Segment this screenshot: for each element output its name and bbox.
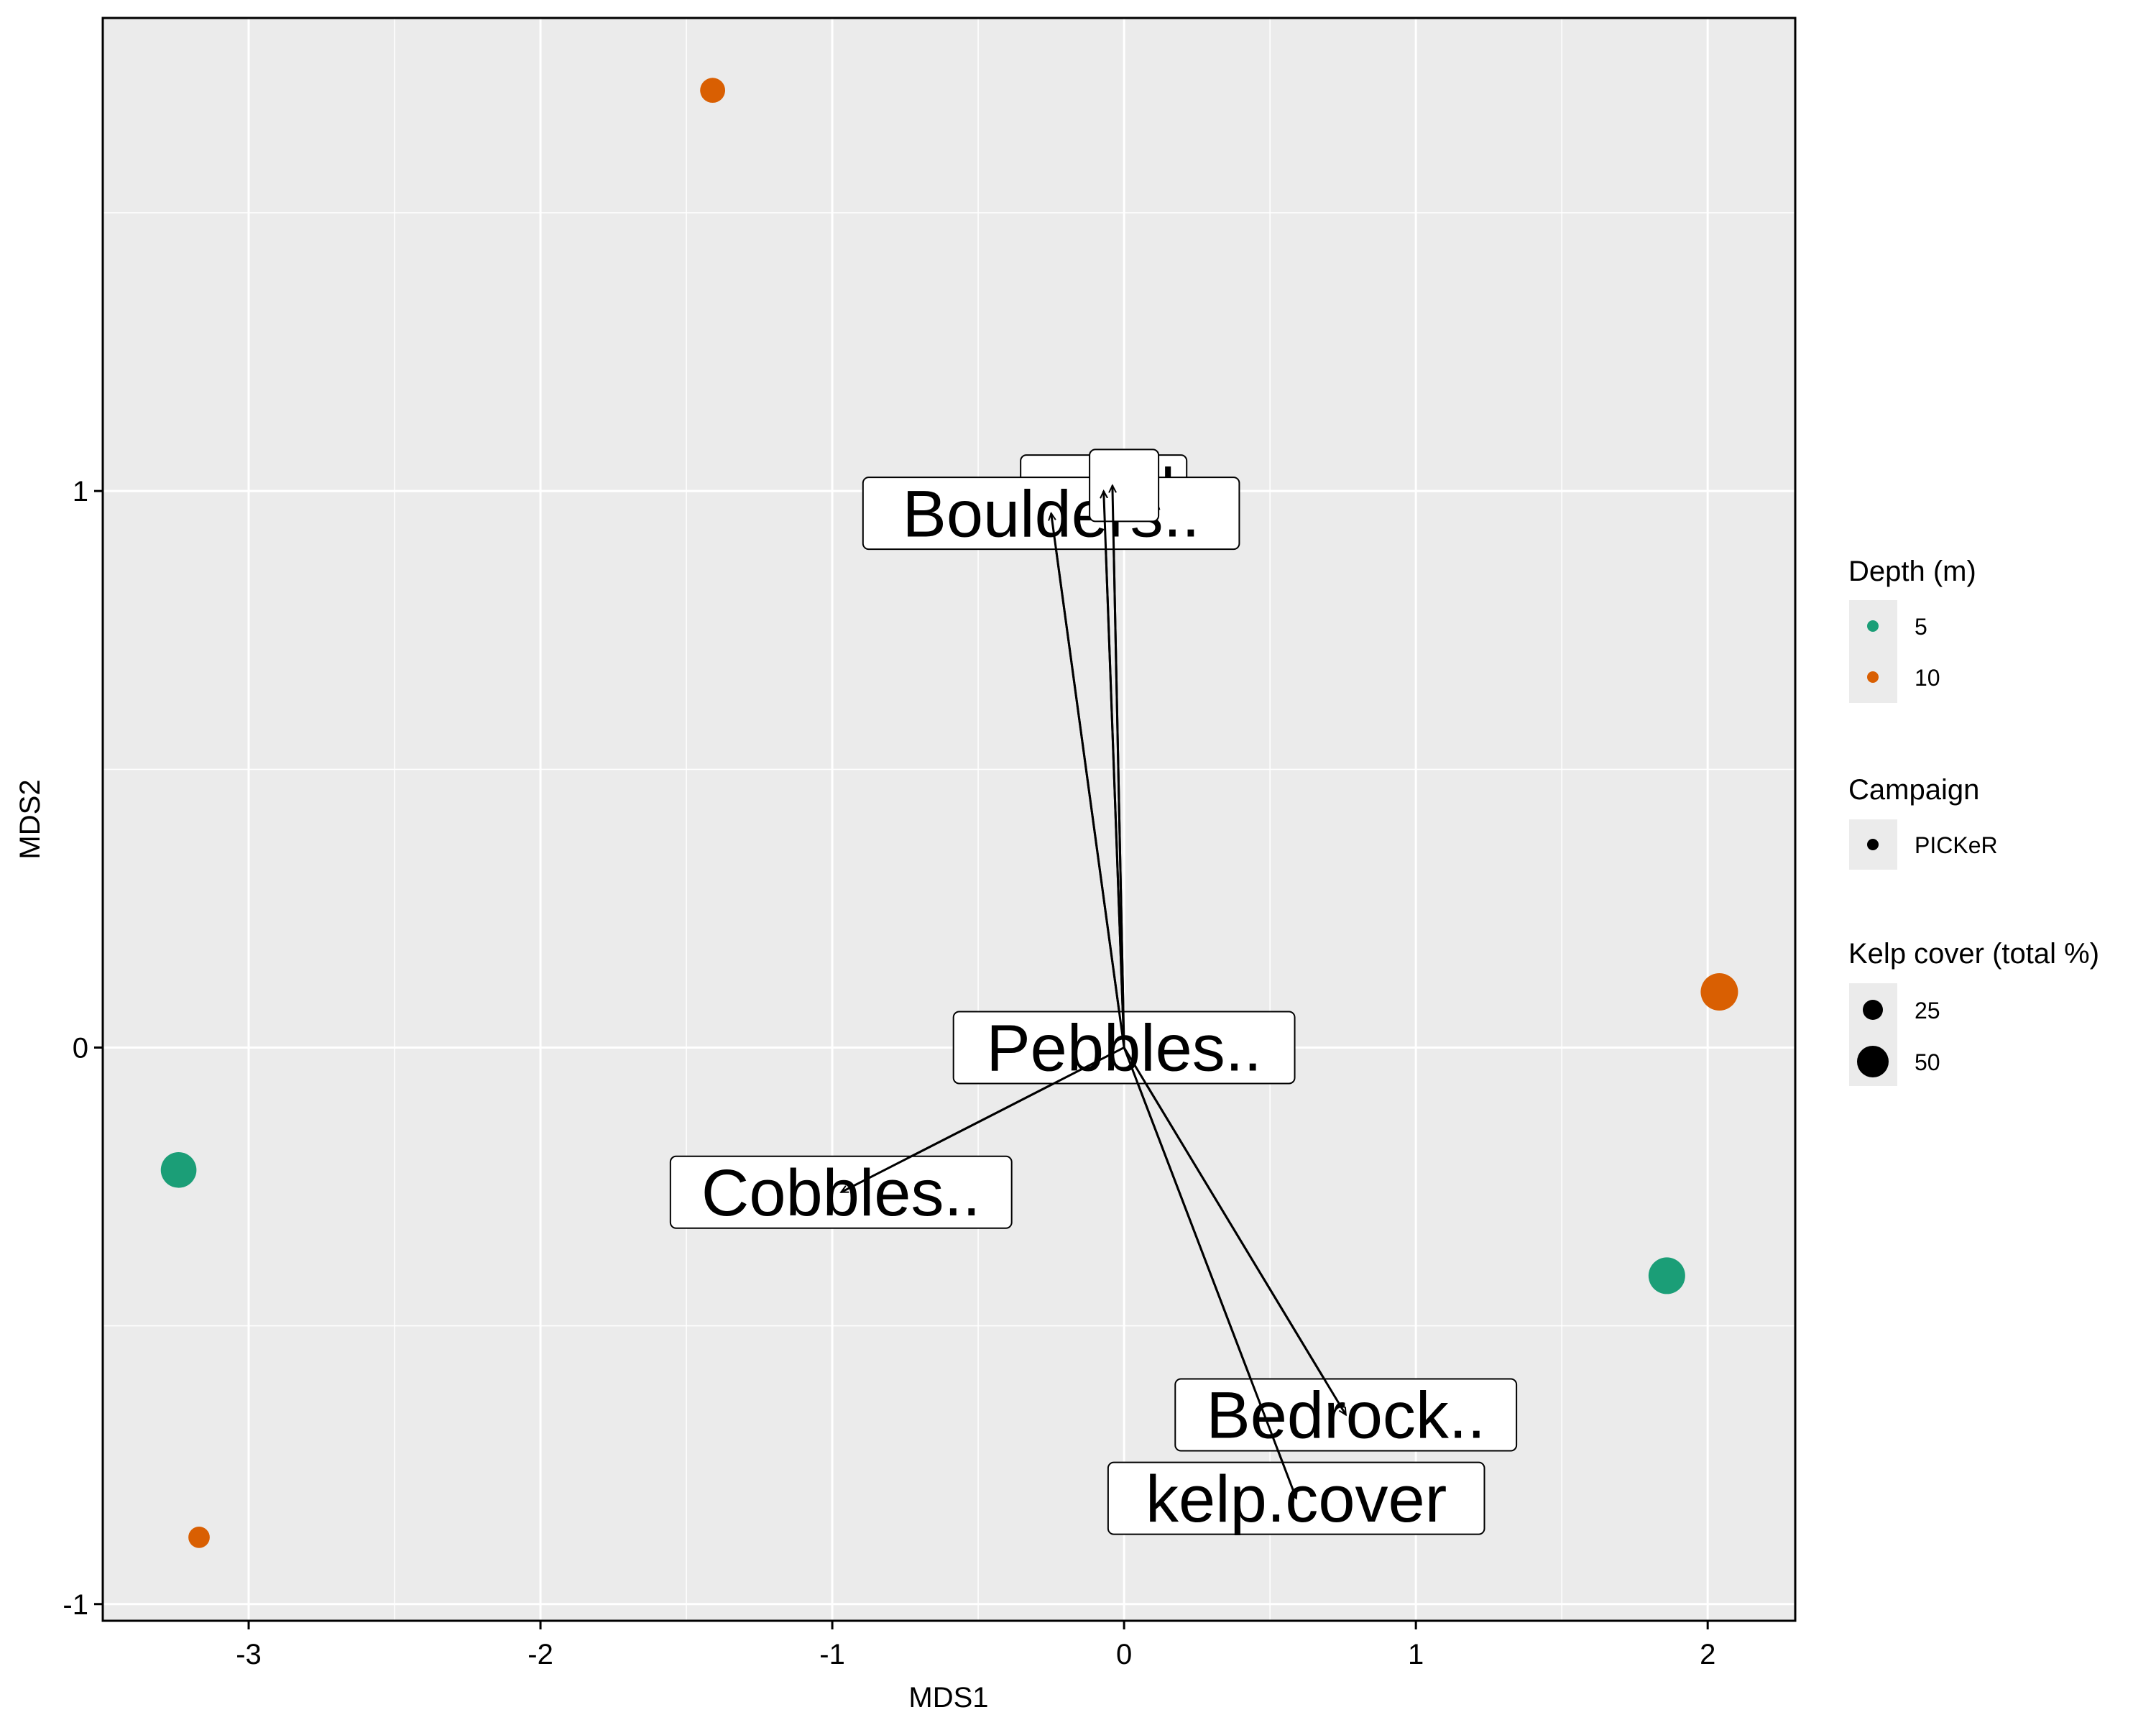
legend-depth-10-swatch — [1867, 671, 1879, 683]
y-tick-label: -1 — [63, 1589, 88, 1621]
sample-point — [188, 1526, 210, 1548]
x-tick-label: -2 — [528, 1639, 553, 1670]
legend-depth-title: Depth (m) — [1848, 556, 1976, 587]
legend-campaign-label: PICKeR — [1915, 832, 1998, 858]
x-tick-label: -3 — [236, 1639, 262, 1670]
vector-arrow-overlay — [841, 1046, 1125, 1194]
x-tick-label: 1 — [1408, 1639, 1424, 1670]
vector-label: kelp.cover — [1146, 1463, 1447, 1536]
legend-campaign-title: Campaign — [1848, 774, 1979, 806]
x-tick-label: 0 — [1116, 1639, 1132, 1670]
legend-kelp-50-swatch — [1857, 1046, 1889, 1077]
legend: Depth (m) 5 10 Campaign PICKeR Kelp cove… — [1848, 556, 2099, 1086]
x-axis-title: MDS1 — [908, 1682, 988, 1714]
vector-arrow-overlay — [1104, 491, 1125, 1048]
y-tick-label: 1 — [73, 476, 88, 507]
vector-arrow-overlay — [1112, 485, 1125, 1048]
vector-label-box — [1089, 448, 1160, 523]
plot-border — [101, 17, 1797, 1622]
sample-point — [700, 78, 726, 104]
legend-depth-5-swatch — [1867, 620, 1879, 632]
sample-point — [160, 1151, 197, 1188]
environmental-vectors: sandBoulders..Pebbles..Cobbles..Bedrock.… — [669, 448, 1518, 1536]
x-tick-label: 2 — [1700, 1639, 1715, 1670]
axis-ticks: -3 -2 -1 0 1 2 -1 0 1 — [63, 476, 1715, 1670]
vector-label: Bedrock.. — [1206, 1379, 1485, 1453]
sample-point — [1648, 1257, 1685, 1294]
legend-kelp-25-label: 25 — [1915, 998, 1940, 1024]
sample-points — [160, 78, 1738, 1548]
legend-kelp-25-swatch — [1863, 1000, 1883, 1020]
legend-kelp-title: Kelp cover (total %) — [1848, 938, 2099, 970]
y-axis-title: MDS2 — [14, 779, 46, 859]
vector-arrow-overlay — [1123, 1046, 1347, 1414]
legend-depth-10-label: 10 — [1915, 665, 1940, 691]
x-tick-label: -1 — [819, 1639, 845, 1670]
legend-depth-5-label: 5 — [1915, 614, 1927, 640]
vector-arrow-overlay — [1123, 1046, 1296, 1498]
legend-campaign-swatch — [1867, 839, 1879, 850]
legend-key-background — [1849, 600, 1897, 703]
sample-point — [1700, 973, 1738, 1011]
vector-arrow-overlay — [1051, 513, 1125, 1048]
plot-panel — [103, 18, 1795, 1621]
vector-label: Cobbles.. — [701, 1156, 981, 1230]
y-tick-label: 0 — [73, 1032, 88, 1064]
legend-kelp-50-label: 50 — [1915, 1049, 1940, 1075]
